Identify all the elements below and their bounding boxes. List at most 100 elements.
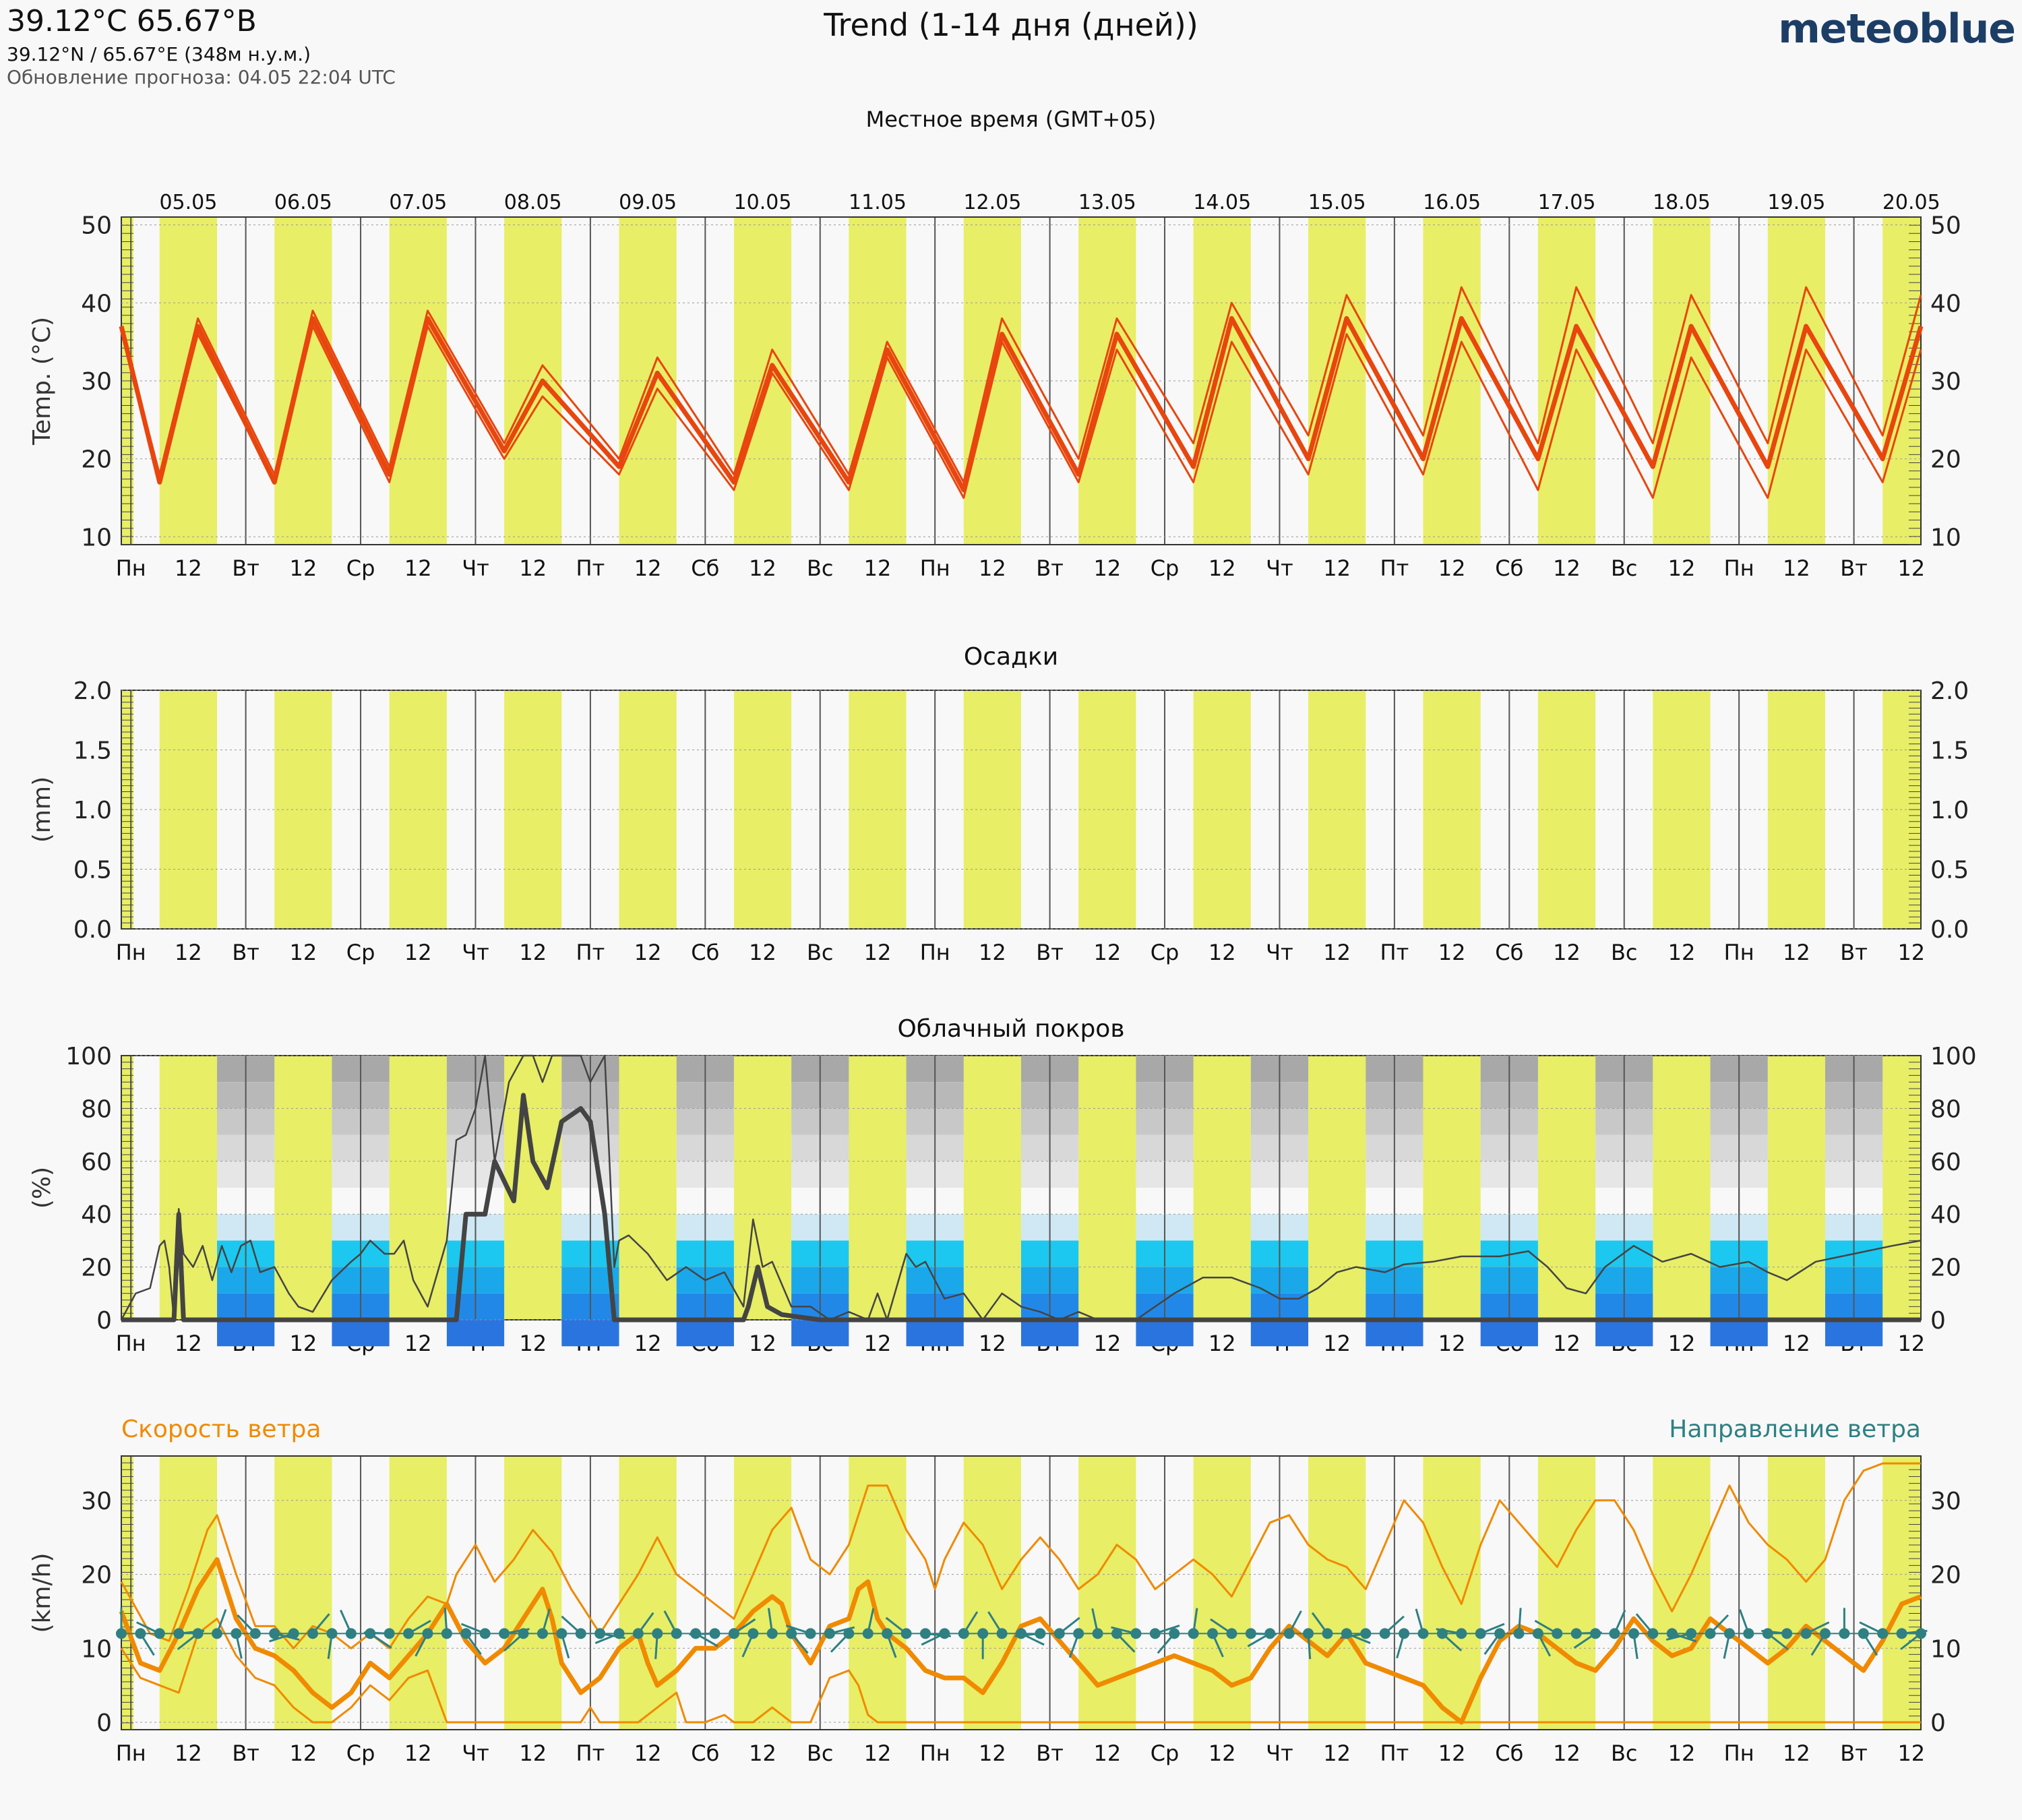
y-tick-label-right: 50 — [1930, 212, 1961, 240]
x-tick-label: Сб — [691, 1740, 719, 1766]
x-tick-label: Ср — [346, 940, 375, 965]
wind-direction-dot — [518, 1628, 529, 1639]
y-tick-label-right: 40 — [1930, 1201, 1961, 1229]
x-tick-label: 12 — [634, 940, 662, 965]
y-tick-label: 30 — [81, 1488, 112, 1515]
date-label: 12.05 — [963, 191, 1021, 214]
daylight-band — [963, 1456, 1021, 1730]
x-tick-label: Вт — [232, 940, 259, 965]
x-tick-label: 12 — [1208, 940, 1236, 965]
x-tick-label: 12 — [1438, 555, 1466, 581]
y-tick-label-right: 20 — [1930, 1254, 1961, 1282]
x-tick-label: 12 — [864, 940, 892, 965]
wind-direction-dot — [479, 1628, 491, 1639]
low-cloud-band — [1480, 1320, 1538, 1347]
wind-direction-label: Направление ветра — [1669, 1416, 1921, 1443]
x-tick-label: Пн — [116, 1740, 146, 1766]
wind-direction-dot — [192, 1628, 204, 1639]
daylight-band — [733, 690, 792, 929]
daylight-band — [1308, 690, 1366, 929]
timezone-label: Местное время (GMT+05) — [866, 107, 1157, 132]
wind-direction-dot — [1570, 1628, 1582, 1639]
x-tick-label: 12 — [979, 1740, 1006, 1766]
wind-direction-dot — [1456, 1628, 1467, 1639]
cloud-mean-line — [121, 1093, 1921, 1323]
low-cloud-band — [1595, 1320, 1653, 1347]
x-tick-label: 12 — [634, 1331, 662, 1356]
x-tick-label: 12 — [979, 555, 1006, 581]
wind-direction-dot — [154, 1628, 165, 1639]
x-tick-label: 12 — [1668, 1331, 1696, 1356]
x-tick-label: 12 — [749, 555, 776, 581]
x-tick-label: Сб — [1495, 1740, 1523, 1766]
y-tick-label-right: 0 — [1930, 1307, 1946, 1335]
daylight-band — [849, 1056, 907, 1320]
wind-direction-dot — [575, 1628, 586, 1639]
y-tick-label: 40 — [81, 290, 112, 317]
wind-speed-line — [119, 1557, 1922, 1725]
x-tick-label: 12 — [1897, 1331, 1925, 1356]
x-tick-label: Вс — [1611, 555, 1638, 581]
x-tick-label: 12 — [1093, 1740, 1121, 1766]
wind-direction-dot — [326, 1628, 338, 1639]
wind-direction-dot — [1532, 1628, 1543, 1639]
meteoblue-logo[interactable]: meteoblue — [1778, 5, 2016, 53]
wind-gust-max-line — [120, 1462, 1921, 1649]
low-cloud-band — [906, 1320, 964, 1347]
daylight-band — [389, 1056, 447, 1320]
x-tick-label: Ср — [346, 1740, 375, 1766]
wind-direction-dot — [1686, 1628, 1697, 1639]
x-tick-label: 12 — [634, 555, 662, 581]
x-tick-label: 12 — [1438, 1740, 1466, 1766]
daylight-band — [274, 1056, 332, 1320]
wind-direction-dot — [499, 1628, 510, 1639]
y-tick-label-right: 20 — [1930, 1562, 1961, 1589]
wind-direction-dot — [766, 1628, 778, 1639]
x-tick-label: 12 — [1897, 555, 1925, 581]
x-tick-label: 12 — [1553, 940, 1581, 965]
wind-direction-dot — [1590, 1628, 1601, 1639]
x-tick-label: 12 — [1208, 555, 1236, 581]
wind-direction-dot — [1092, 1628, 1103, 1639]
y-tick-label-right: 0.0 — [1930, 916, 1969, 944]
y-tick-label: 50 — [81, 212, 112, 240]
x-tick-label: 12 — [175, 940, 202, 965]
daylight-band — [1308, 217, 1366, 545]
x-tick-label: 12 — [404, 940, 432, 965]
daylight-band — [1308, 1456, 1366, 1730]
y-tick-label: 80 — [81, 1095, 112, 1123]
x-tick-label: 12 — [289, 940, 317, 965]
wind-direction-dot — [958, 1628, 969, 1639]
cloud-title: Облачный покров — [897, 1015, 1124, 1043]
daylight-band — [1653, 1056, 1711, 1320]
x-tick-label: Пт — [576, 940, 605, 965]
low-cloud-band — [1250, 1320, 1309, 1347]
daylight-band — [963, 1056, 1021, 1320]
daylight-band — [159, 1456, 218, 1730]
x-tick-label: Вт — [232, 1740, 259, 1766]
y-tick-label-right: 30 — [1930, 1488, 1961, 1515]
date-label: 19.05 — [1767, 191, 1825, 214]
x-tick-label: Пн — [920, 555, 950, 581]
wind-direction-dot — [345, 1628, 357, 1639]
daylight-band — [1767, 1456, 1825, 1730]
x-tick-label: Вт — [232, 555, 259, 581]
x-tick-label: 12 — [1668, 1740, 1696, 1766]
wind-direction-dot — [1245, 1628, 1256, 1639]
wind-direction-dot — [173, 1628, 185, 1639]
x-tick-label: 12 — [979, 1331, 1006, 1356]
x-tick-label: Пн — [116, 1331, 146, 1356]
daylight-band — [274, 217, 332, 545]
wind-direction-dot — [1073, 1628, 1084, 1639]
cloud-ensemble-line — [120, 1054, 1922, 1321]
wind-speed-label: Скорость ветра — [121, 1416, 321, 1443]
x-tick-label: Чт — [462, 940, 489, 965]
x-tick-label: 12 — [1783, 940, 1810, 965]
x-tick-label: 12 — [1783, 1740, 1810, 1766]
x-tick-label: 12 — [864, 1331, 892, 1356]
x-tick-label: Вс — [1611, 1740, 1638, 1766]
daylight-band — [1767, 1056, 1825, 1320]
wind-direction-dot — [747, 1628, 759, 1639]
x-tick-label: Вс — [807, 1740, 834, 1766]
